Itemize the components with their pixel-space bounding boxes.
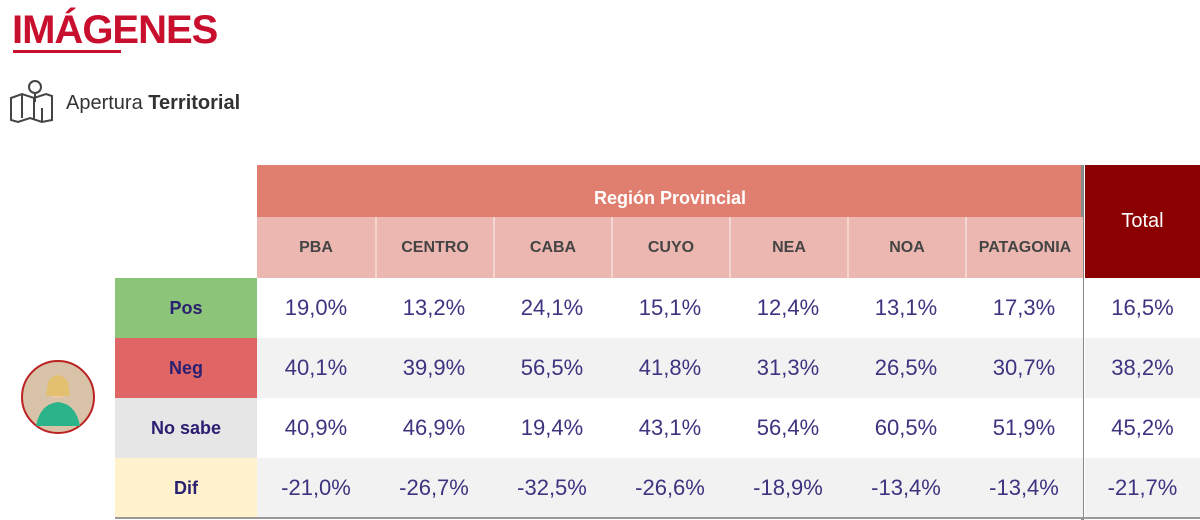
column-header: CUYO [611,217,729,278]
subtitle: Apertura Territorial [66,92,240,115]
table-bottom [115,517,1200,519]
cell: 19,0% [257,278,375,338]
cell: -26,7% [375,458,493,518]
total-cell: 16,5% [1085,278,1200,338]
cell: 26,5% [847,338,965,398]
cell: 40,1% [257,338,375,398]
cell: -13,4% [847,458,965,518]
cell: 56,4% [729,398,847,458]
row-label: Dif [115,458,257,518]
total-header: Total [1085,165,1200,278]
cell: 51,9% [965,398,1083,458]
column-header: CENTRO [375,217,493,278]
cell: 46,9% [375,398,493,458]
cell: 13,1% [847,278,965,338]
cell: 39,9% [375,338,493,398]
cell: 15,1% [611,278,729,338]
row-label: No sabe [115,398,257,458]
column-header: PATAGONIA [965,217,1083,278]
avatar [21,360,95,434]
subtitle-bold: Territorial [148,92,241,114]
title: IMÁGENES [12,8,218,52]
cell: 56,5% [493,338,611,398]
row-label: Neg [115,338,257,398]
cell: 31,3% [729,338,847,398]
cell: -18,9% [729,458,847,518]
subtitle-light: Apertura [66,92,143,114]
cell: 43,1% [611,398,729,458]
cell: -26,6% [611,458,729,518]
cell: 19,4% [493,398,611,458]
cell: -21,0% [257,458,375,518]
map-icon [10,80,53,124]
group-header: Región Provincial [257,165,1083,217]
cell: 12,4% [729,278,847,338]
column-header: CABA [493,217,611,278]
cell: 30,7% [965,338,1083,398]
column-header: NEA [729,217,847,278]
cell: 40,9% [257,398,375,458]
row-label: Pos [115,278,257,338]
cell: 60,5% [847,398,965,458]
cell: -13,4% [965,458,1083,518]
total-cell: 45,2% [1085,398,1200,458]
total-cell: 38,2% [1085,338,1200,398]
column-header: PBA [257,217,375,278]
total-cell: -21,7% [1085,458,1200,518]
cell: 41,8% [611,338,729,398]
cell: 13,2% [375,278,493,338]
column-header: NOA [847,217,965,278]
cell: 24,1% [493,278,611,338]
title-underline [13,50,121,53]
cell: 17,3% [965,278,1083,338]
cell: -32,5% [493,458,611,518]
